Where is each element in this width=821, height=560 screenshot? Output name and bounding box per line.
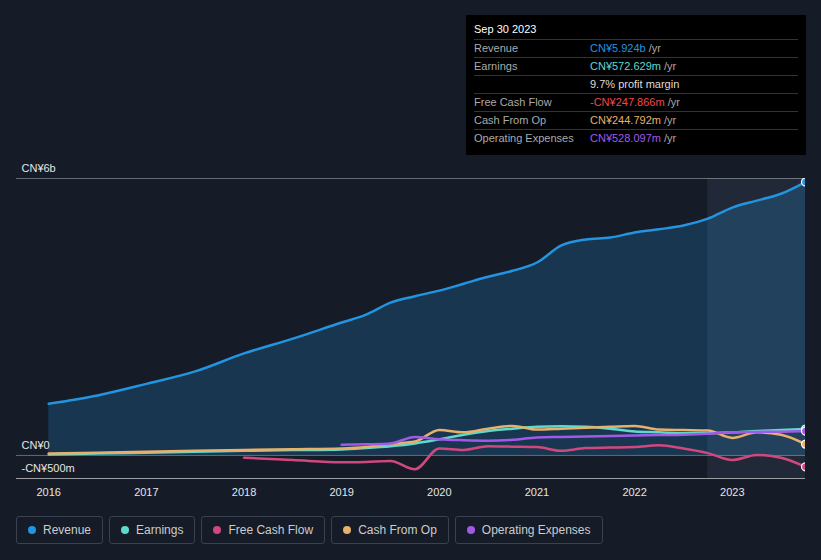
svg-text:2019: 2019 [329, 486, 353, 498]
html-text:Earnings: Earnings [474, 60, 518, 72]
svg-text:2021: 2021 [525, 486, 549, 498]
html-text:Earnings: Earnings [136, 523, 184, 537]
svg-text:CN¥6b: CN¥6b [22, 162, 56, 174]
html-text:Operating Expenses: Operating Expenses [474, 132, 574, 144]
svg-text:2017: 2017 [134, 486, 158, 498]
svg-text:2016: 2016 [36, 486, 60, 498]
svg-text:2023: 2023 [720, 486, 744, 498]
html-text:Sep 30 2023: Sep 30 2023 [474, 23, 537, 35]
html-text:Cash From Op: Cash From Op [358, 523, 437, 537]
svg-text:-CN¥500m: -CN¥500m [22, 462, 75, 474]
html-text:CN¥528.097m /yr: CN¥528.097m /yr [590, 132, 677, 144]
html-text:Free Cash Flow: Free Cash Flow [474, 96, 552, 108]
svg-text:2018: 2018 [232, 486, 256, 498]
html-text:-CN¥247.866m /yr: -CN¥247.866m /yr [590, 96, 680, 108]
html-text:Free Cash Flow: Free Cash Flow [228, 523, 314, 537]
html-text:Revenue: Revenue [474, 42, 518, 54]
html-text:Revenue: Revenue [43, 523, 91, 537]
html-text:Operating Expenses: Operating Expenses [481, 523, 591, 537]
svg-text:2020: 2020 [427, 486, 451, 498]
svg-text:CN¥0: CN¥0 [22, 439, 50, 451]
html-text:9.7% profit margin: 9.7% profit margin [590, 78, 680, 90]
html-text:Cash From Op: Cash From Op [474, 114, 547, 126]
svg-text:2022: 2022 [622, 486, 646, 498]
html-text:CN¥5.924b /yr: CN¥5.924b /yr [590, 42, 661, 54]
html-text:CN¥572.629m /yr: CN¥572.629m /yr [590, 60, 677, 72]
html-text:CN¥244.792m /yr: CN¥244.792m /yr [590, 114, 677, 126]
